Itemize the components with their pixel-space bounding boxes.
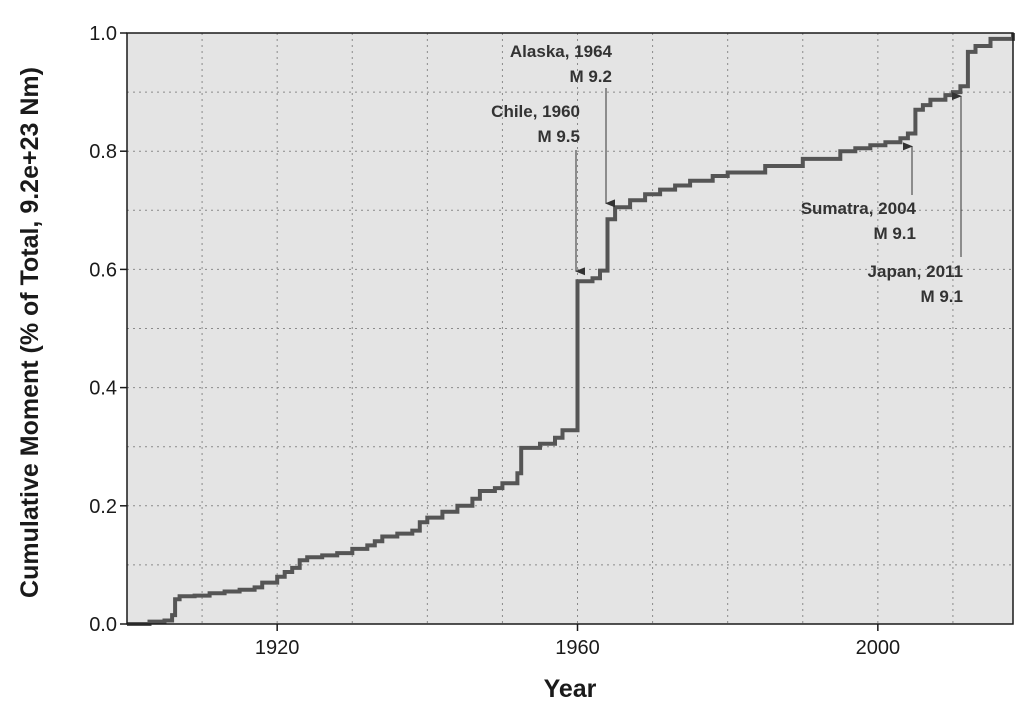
annotations: Alaska, 1964 M 9.2 Chile, 1960 M 9.5 Sumatra…	[491, 42, 963, 306]
cumulative-moment-line	[127, 33, 1015, 626]
grid	[127, 33, 1013, 624]
y-tick-label: 1.0	[89, 23, 117, 45]
annotation-label: Chile, 1960	[491, 102, 580, 121]
annotation-label: Sumatra, 2004	[801, 199, 917, 218]
annotation-label: Alaska, 1964	[510, 42, 613, 61]
plot-frame	[126, 32, 1014, 625]
y-tick-label: 0.2	[89, 496, 117, 518]
annotation-magnitude: M 9.2	[569, 67, 612, 86]
y-axis-title: Cumulative Moment (% of Total, 9.2e+23 N…	[16, 67, 44, 598]
annotation-label: Japan, 2011	[868, 262, 963, 281]
y-tick-label: 0.4	[89, 378, 117, 400]
x-tick-label: 1920	[255, 637, 300, 659]
annotation-magnitude: M 9.5	[537, 127, 580, 146]
x-tick-label: 2000	[856, 637, 901, 659]
y-tick-label: 0.8	[89, 141, 117, 163]
y-tick-label: 0.6	[89, 259, 117, 281]
x-axis-title: Year	[544, 675, 597, 703]
x-tick-label: 1960	[555, 637, 600, 659]
axis-ticks: 0.0 0.2 0.4 0.6 0.8 1.0 1920 1960 2000	[89, 23, 900, 659]
annotation-magnitude: M 9.1	[920, 287, 963, 306]
annotation-magnitude: M 9.1	[873, 224, 916, 243]
y-tick-label: 0.0	[89, 614, 117, 636]
